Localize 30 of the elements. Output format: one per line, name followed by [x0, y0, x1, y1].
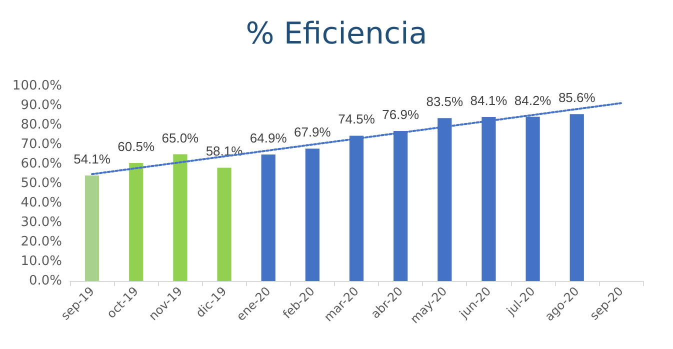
data-label: 67.9% — [294, 124, 332, 140]
y-tick-label: 30.0% — [20, 215, 62, 230]
y-tick-label: 80.0% — [20, 118, 62, 132]
data-label: 74.5% — [338, 112, 376, 127]
data-label: 60.5% — [118, 139, 155, 154]
data-label: 83.5% — [426, 94, 464, 110]
data-label: 64.9% — [250, 130, 288, 146]
data-label: 76.9% — [382, 107, 420, 122]
y-tick-label: 20.0% — [20, 234, 62, 250]
y-tick-label: 40.0% — [20, 196, 62, 210]
y-tick-label: 100.0% — [12, 78, 62, 94]
bar — [261, 154, 276, 281]
data-label: 85.6% — [558, 90, 596, 106]
data-label: 84.1% — [470, 93, 508, 108]
bar — [129, 163, 144, 281]
bar — [305, 148, 320, 281]
bar — [217, 168, 232, 281]
data-label: 65.0% — [162, 130, 200, 146]
bar — [570, 114, 584, 281]
y-tick-label: 70.0% — [20, 137, 62, 152]
y-tick-label: 0.0% — [28, 274, 62, 288]
bar — [84, 176, 100, 281]
data-label: 54.1% — [74, 152, 111, 167]
data-label: 84.2% — [514, 92, 552, 108]
y-tick-label: 50.0% — [20, 176, 62, 191]
bar — [173, 154, 188, 281]
y-tick-label: 10.0% — [20, 254, 62, 269]
chart-title: % Eficiencia — [246, 16, 428, 52]
y-tick-label: 60.0% — [20, 156, 62, 172]
y-tick-label: 90.0% — [20, 98, 62, 113]
